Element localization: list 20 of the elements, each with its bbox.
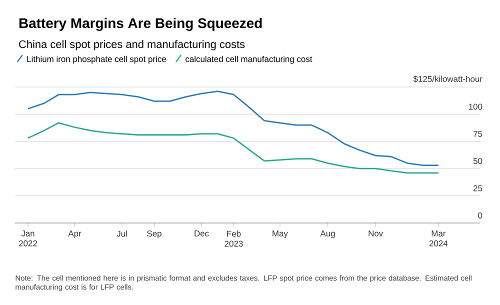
x-tick-label: Jan 2022: [18, 230, 37, 246]
x-tick-label: Aug: [320, 230, 335, 238]
y-tick-label: 75: [474, 130, 482, 137]
x-tick-label: Nov: [368, 230, 384, 236]
y-tick-label: 25: [473, 185, 482, 192]
y-tick-label: 100: [468, 104, 482, 110]
chart-subtitle: China cell spot prices and manufacturing costs: [19, 40, 245, 50]
y-tick-label: 0: [478, 212, 482, 218]
x-tick-label: May: [272, 230, 288, 238]
x-tick-label: Jul: [116, 230, 127, 237]
x-tick-label: Feb 2023: [224, 230, 243, 247]
legend-label: Lithium iron phosphate cell spot price: [27, 56, 166, 64]
y-tick-label: $125/kilowatt-hour: [413, 76, 482, 82]
y-tick-label: 50: [473, 158, 482, 164]
chart-title: Battery Margins Are Being Squeezed: [19, 18, 262, 31]
x-tick-label: Sep: [147, 230, 162, 238]
legend-label: calculated cell manufacturing cost: [186, 56, 312, 64]
x-tick-label: Apr: [68, 230, 82, 238]
x-tick-label: Dec: [194, 230, 209, 236]
x-tick-label: Mar 2024: [429, 230, 448, 246]
